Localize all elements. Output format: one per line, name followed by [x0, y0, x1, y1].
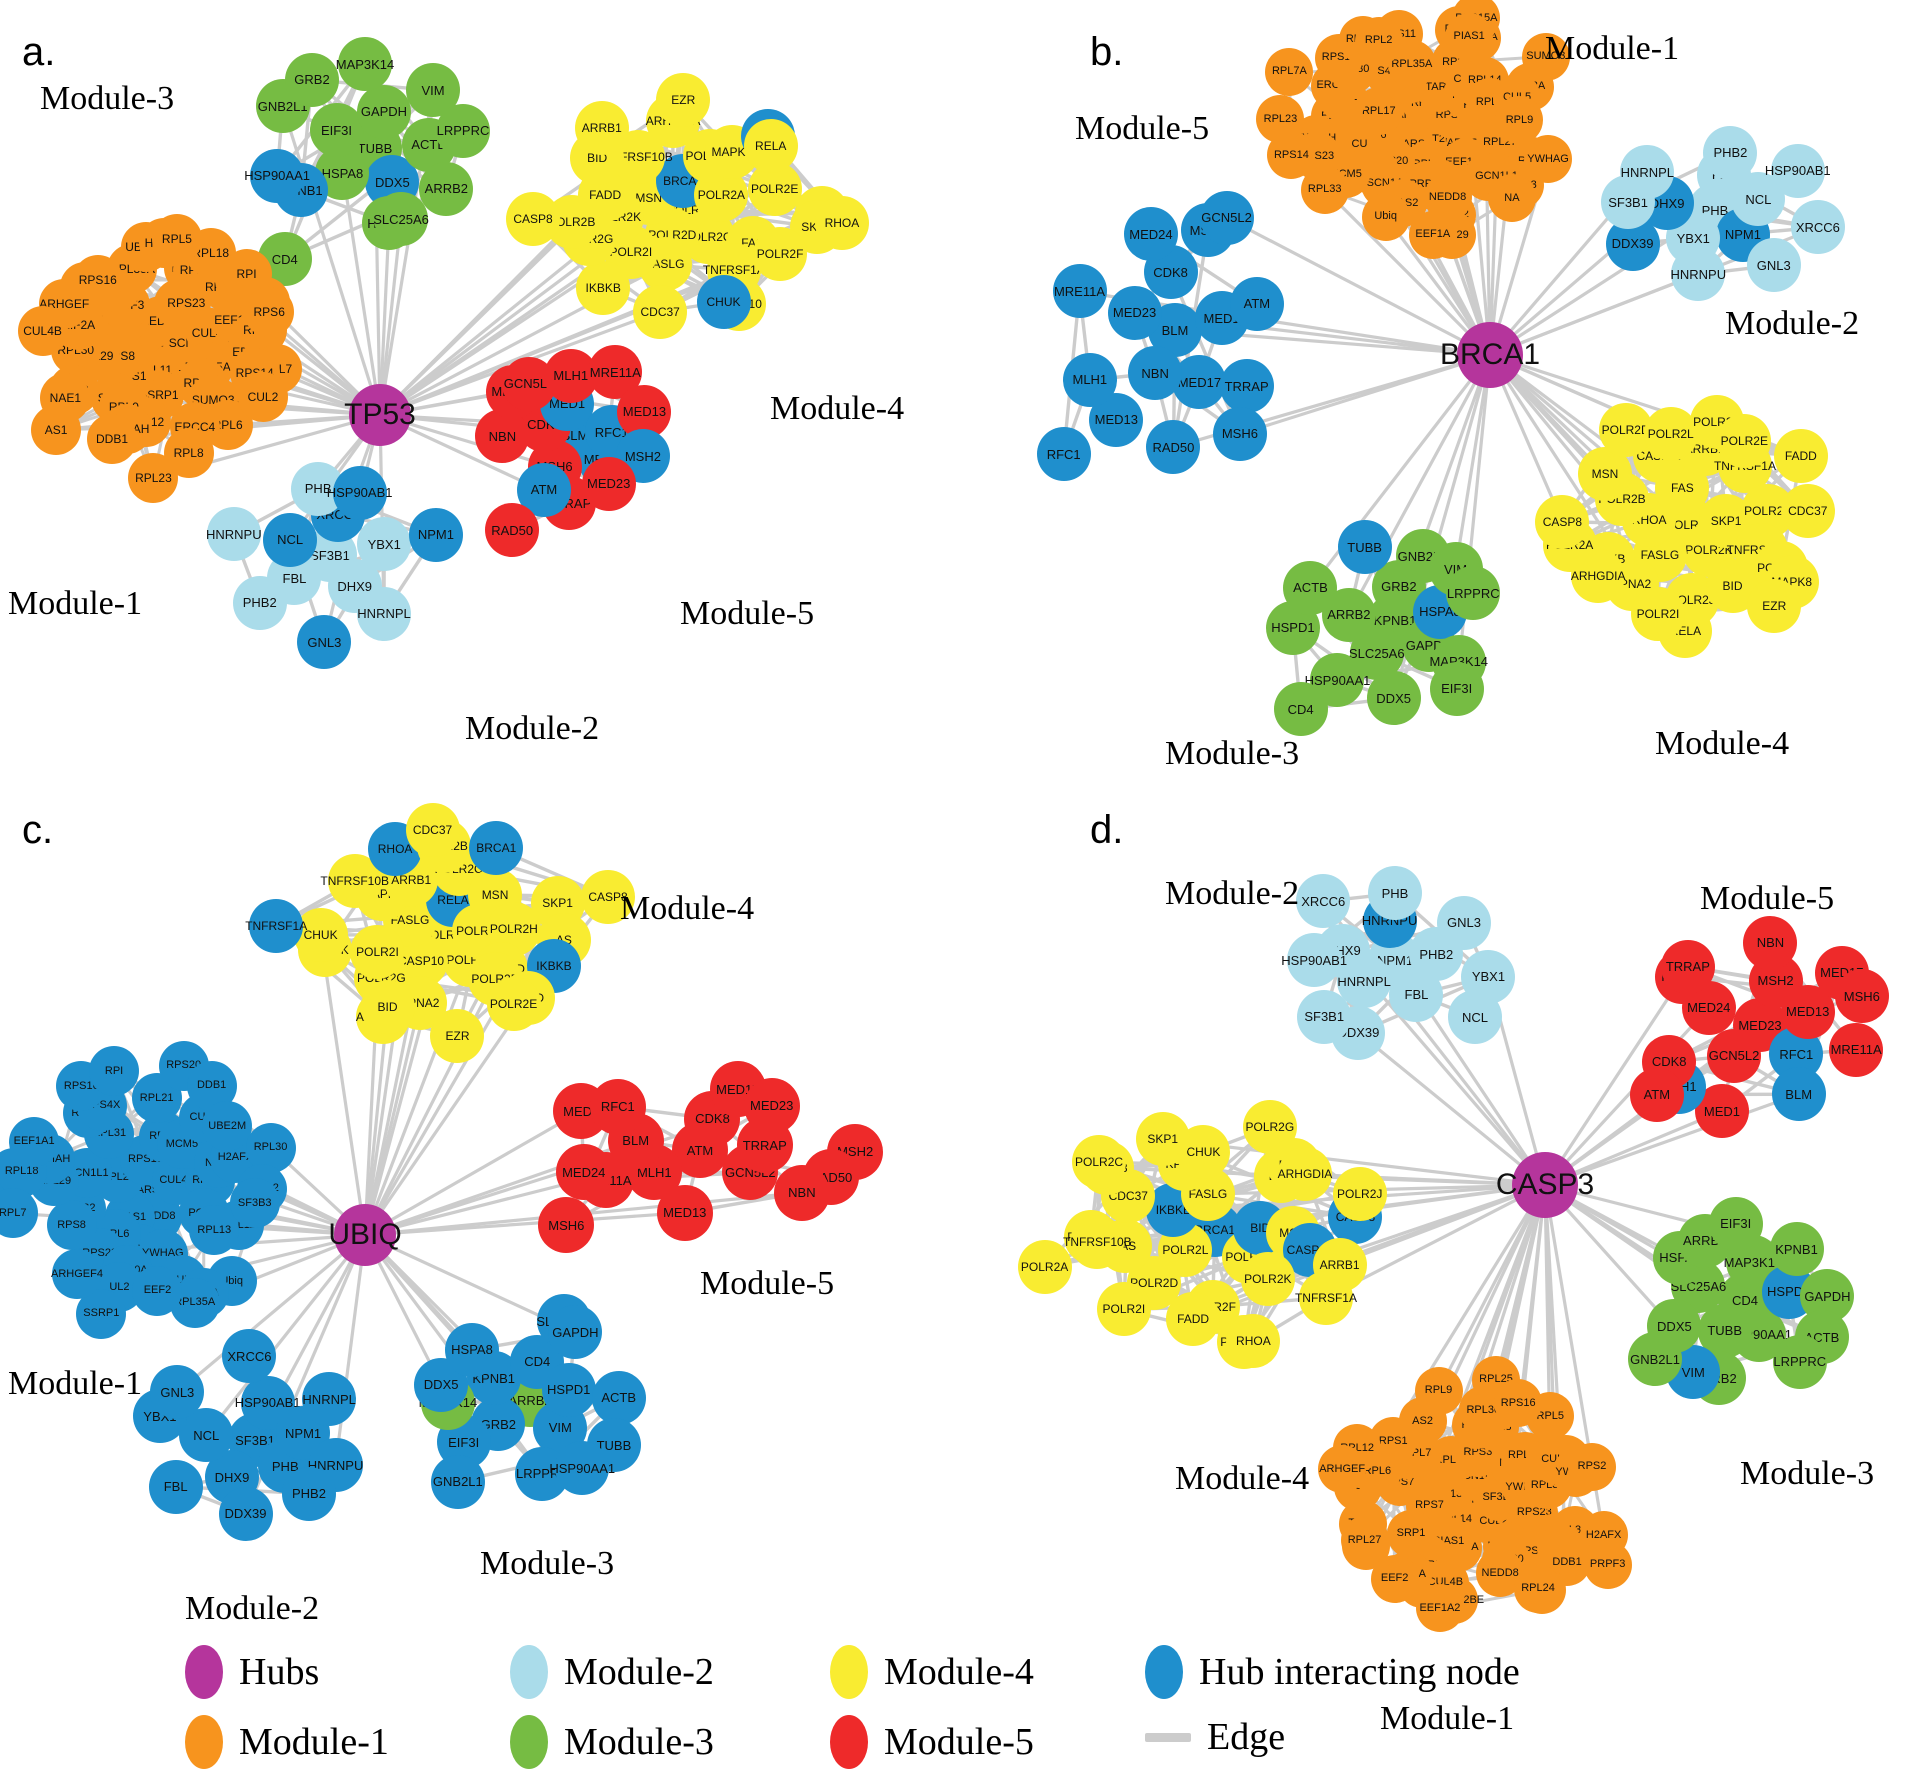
legend-label: Module-5: [884, 1721, 1034, 1763]
legend-label: Edge: [1207, 1716, 1286, 1758]
module-label-module-2: Module-2: [1725, 305, 1860, 342]
module-label-module-1: Module-1: [8, 585, 143, 622]
legend-item-module-4: Module-4: [830, 1645, 1034, 1699]
legend-label: Hubs: [239, 1651, 320, 1693]
legend-label: Module-2: [564, 1651, 714, 1693]
module-label-module-5: Module-5: [700, 1265, 835, 1302]
panel-letter: a.: [22, 30, 56, 74]
legend-color-swatch: [1145, 1645, 1183, 1699]
legend-label: Module-4: [884, 1651, 1034, 1693]
network-node[interactable]: FBL: [148, 1459, 203, 1514]
legend-item-module-2: Module-2: [510, 1645, 714, 1699]
panel-letter: b.: [1090, 30, 1124, 74]
network-node[interactable]: UBE2M: [202, 1101, 253, 1152]
module-label-module-1: Module-1: [1545, 30, 1680, 67]
legend-label: Module-3: [564, 1721, 714, 1763]
legend-item-module-1: Module-1: [185, 1715, 389, 1769]
legend-item-module-3: Module-3: [510, 1715, 714, 1769]
module-label-module-3: Module-3: [40, 80, 175, 117]
legend-item-module-5: Module-5: [830, 1715, 1034, 1769]
panel-letter: c.: [22, 808, 54, 852]
legend-item-hub-interacting-node: Hub interacting node: [1145, 1645, 1520, 1699]
legend-item-edge: Edge: [1145, 1715, 1285, 1759]
module-label-module-4: Module-4: [620, 890, 755, 927]
module-label-module-3: Module-3: [480, 1545, 615, 1582]
module-label-module-3: Module-3: [1165, 735, 1300, 772]
legend-color-swatch: [185, 1645, 223, 1699]
module-label-module-5: Module-5: [680, 595, 815, 632]
module-label-module-5: Module-5: [1075, 110, 1210, 147]
module-label-module-1: Module-1: [8, 1365, 143, 1402]
module-label-module-4: Module-4: [1655, 725, 1790, 762]
legend-label: Hub interacting node: [1199, 1651, 1520, 1693]
module-label-module-2: Module-2: [185, 1590, 320, 1627]
module-label-module-2: Module-2: [465, 710, 600, 747]
network-node[interactable]: PHB: [1367, 866, 1422, 921]
network-node[interactable]: NBN: [1128, 346, 1183, 401]
legend-item-hubs: Hubs: [185, 1645, 319, 1699]
legend-color-swatch: [830, 1715, 868, 1769]
legend-color-swatch: [830, 1645, 868, 1699]
legend-label: Module-1: [239, 1721, 389, 1763]
legend-color-swatch: [185, 1715, 223, 1769]
legend-edge-swatch: [1145, 1732, 1191, 1742]
legend-color-swatch: [510, 1715, 548, 1769]
network-node[interactable]: CUL2: [237, 372, 288, 423]
legend-color-swatch: [510, 1645, 548, 1699]
module-label-module-4: Module-4: [770, 390, 905, 427]
